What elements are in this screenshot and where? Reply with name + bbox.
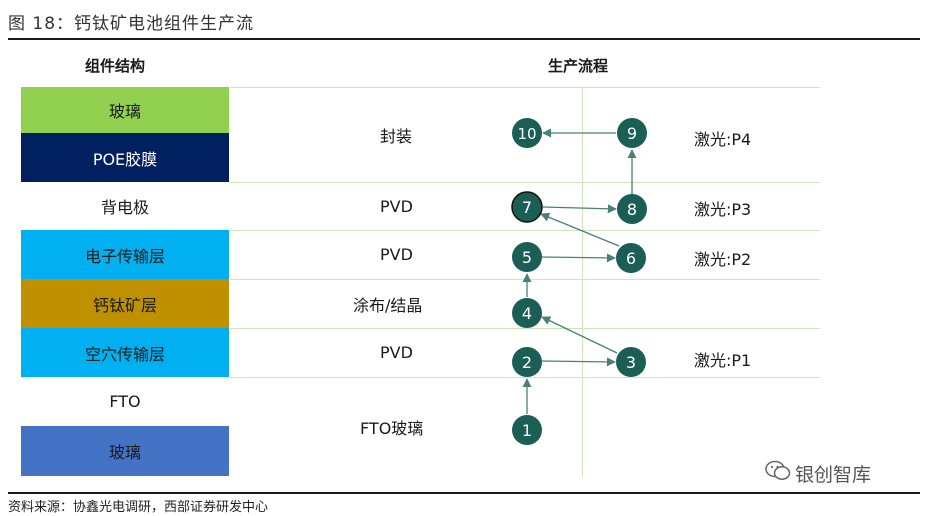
step-label: 8 xyxy=(627,200,637,219)
step-label: 2 xyxy=(522,353,532,372)
step-node-4: 4 xyxy=(512,298,542,328)
flow-nodes: 1 2 3 4 5 6 7 8 9 10 xyxy=(511,118,647,445)
grid-line xyxy=(230,377,820,378)
step-node-6: 6 xyxy=(616,243,646,273)
laser-p4: 激光:P4 xyxy=(694,130,752,149)
flow-arrow-7-8 xyxy=(542,204,617,214)
step-label: 9 xyxy=(627,124,637,143)
laser-p2: 激光:P2 xyxy=(694,250,752,269)
layer-perovskite: 钙钛矿层 xyxy=(21,279,229,328)
step-label: 10 xyxy=(517,125,536,143)
step-label: 7 xyxy=(522,198,532,217)
layer-glass-bottom: 玻璃 xyxy=(21,426,229,476)
layer-poe-film: POE胶膜 xyxy=(21,133,229,182)
grid-line xyxy=(230,87,820,88)
layer-hole-transport: 空穴传输层 xyxy=(21,328,229,377)
process-fto-glass: FTO玻璃 xyxy=(360,418,424,438)
grid-line xyxy=(230,182,820,183)
watermark: 银创智库 xyxy=(765,460,871,487)
bottom-rule xyxy=(8,492,920,494)
step-node-1: 1 xyxy=(512,415,542,445)
grid-divider xyxy=(582,87,583,476)
process-header: 生产流程 xyxy=(548,57,609,75)
step-label: 3 xyxy=(626,353,636,372)
step-label: 1 xyxy=(522,421,532,440)
figure-title: 图 18：钙钛矿电池组件生产流 xyxy=(8,14,255,34)
step-node-8: 8 xyxy=(617,194,647,224)
step-node-10: 10 xyxy=(512,118,542,148)
flow-arrow-5-6 xyxy=(541,253,616,263)
grid-line xyxy=(230,230,820,231)
flow-arrow-3-4 xyxy=(541,316,618,354)
process-encapsulation: 封装 xyxy=(380,126,413,146)
top-rule xyxy=(8,38,920,40)
step-node-2: 2 xyxy=(512,347,542,377)
step-node-9: 9 xyxy=(617,118,647,148)
step-node-7: 7 xyxy=(511,191,543,223)
process-pvd-htl: PVD xyxy=(380,343,413,362)
step-label: 5 xyxy=(522,248,532,267)
source-note: 资料来源：协鑫光电调研，西部证券研发中心 xyxy=(8,500,269,515)
step-label: 4 xyxy=(522,304,532,323)
grid-line xyxy=(230,328,820,329)
process-coating: 涂布/结晶 xyxy=(353,295,423,315)
process-pvd-etl: PVD xyxy=(380,245,413,264)
step-node-5: 5 xyxy=(512,242,542,272)
step-label: 6 xyxy=(626,249,636,268)
layer-back-electrode: 背电极 xyxy=(21,182,229,230)
layer-glass-top: 玻璃 xyxy=(21,87,229,133)
structure-header: 组件结构 xyxy=(85,57,146,75)
flow-arrow-2-3 xyxy=(541,357,616,367)
wechat-icon xyxy=(765,460,791,487)
process-pvd-back: PVD xyxy=(380,196,413,216)
laser-p3: 激光:P3 xyxy=(694,200,752,219)
flow-arrow-6-7 xyxy=(540,212,620,247)
step-node-3: 3 xyxy=(616,347,646,377)
watermark-text: 银创智库 xyxy=(795,464,872,486)
laser-p1: 激光:P1 xyxy=(694,351,752,370)
layer-electron-transport: 电子传输层 xyxy=(21,230,229,279)
layer-fto: FTO xyxy=(21,377,229,426)
